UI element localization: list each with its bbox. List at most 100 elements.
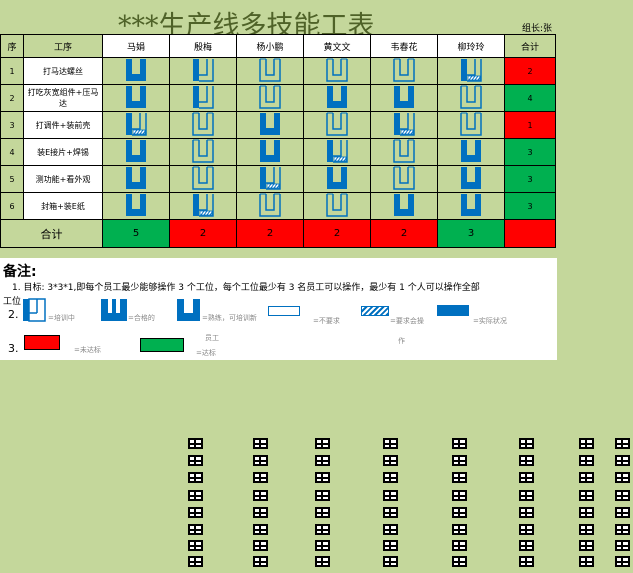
skill-cell [169,84,237,112]
placeholder-icon [579,507,594,518]
placeholder-icon [519,507,534,518]
skill-partial-icon [193,86,214,109]
placeholder-icon [383,524,398,535]
skill-cell [102,57,170,85]
placeholder-icon [188,455,203,466]
placeholder-icon [315,490,330,501]
required-icon [361,306,389,316]
skill-cell [169,57,237,85]
skill-full-icon [461,167,481,189]
table-row: 3 打调件+装前壳 1 [0,111,556,139]
skill-full-icon [394,194,414,216]
col-total: 合计 [504,34,556,58]
skill-outline-icon [259,85,281,109]
skill-cell [303,57,371,85]
process-name: 打马达螺丝 [23,57,103,85]
skill-cell [169,165,237,193]
skill-partial-hatch-icon [394,113,415,136]
skill-cell [370,192,438,220]
placeholder-icon [253,556,268,567]
placeholder-icon [188,438,203,449]
skill-cell [236,165,304,193]
placeholder-icon [188,524,203,535]
placeholder-icon [615,490,630,501]
row-no: 6 [0,192,24,220]
skill-full-icon [461,140,481,162]
worker-total: 5 [102,219,170,248]
table-row: 4 装E接片+焊锡 3 [0,138,556,166]
process-name: 封箱+装E纸 [23,192,103,220]
skill-partial-hatch-icon [327,140,348,163]
placeholder-icon [615,455,630,466]
col-worker: 杨小鹏 [236,34,304,58]
training-icon [23,298,46,322]
placeholder-icon [253,540,268,551]
process-name: 装E接片+焊锡 [23,138,103,166]
process-name: 打吃灰宽组件+压马达 [23,84,103,112]
skill-cell [102,192,170,220]
skill-cell [370,138,438,166]
col-worker: 韦春花 [370,34,438,58]
placeholder-icon [615,556,630,567]
placeholder-icon [579,524,594,535]
placeholder-icon [383,490,398,501]
placeholder-icon [519,472,534,483]
placeholder-icon [383,472,398,483]
col-worker: 殷梅 [169,34,237,58]
skill-cell [236,84,304,112]
skill-full-icon [126,140,146,162]
proficient-icon [177,299,200,321]
skill-cell [437,138,505,166]
skill-outline-icon [393,139,415,163]
skill-cell [437,192,505,220]
skill-outline-icon [326,112,348,136]
placeholder-icon [253,455,268,466]
placeholder-icon [315,455,330,466]
note-goal: 1. 目标: 3*3*1,即每个员工最少能够操作 3 个工位，每个工位最少有 3… [12,283,480,293]
placeholder-icon [315,524,330,535]
grand-total [504,219,556,248]
placeholder-icon [383,540,398,551]
placeholder-icon [615,438,630,449]
row-total: 3 [504,138,556,166]
col-worker: 马娟 [102,34,170,58]
placeholder-icon [452,524,467,535]
legend-proficient: =熟练，可培训新 [202,314,257,322]
skill-cell [303,165,371,193]
placeholder-icon [253,472,268,483]
skill-outline-icon [393,166,415,190]
skill-cell [236,192,304,220]
placeholder-icon [615,524,630,535]
placeholder-icon [452,455,467,466]
placeholder-icon [519,556,534,567]
skill-outline-icon [326,58,348,82]
skill-outline-icon [460,85,482,109]
skill-outline-icon [192,166,214,190]
skill-partial-hatch-icon [193,194,214,217]
placeholder-icon [519,455,534,466]
worker-total: 2 [169,219,237,248]
skill-full-icon [327,167,347,189]
placeholder-icon [452,490,467,501]
placeholder-icon [615,507,630,518]
legend-required-cont: 作 [398,337,405,345]
placeholder-icon [253,507,268,518]
skill-cell [370,165,438,193]
placeholder-icon [519,540,534,551]
placeholder-icon [315,507,330,518]
placeholder-icon [383,507,398,518]
skill-outline-icon [192,112,214,136]
placeholder-icon [315,556,330,567]
skill-cell [303,138,371,166]
legend-actual: =实际状况 [473,317,507,325]
skill-cell [102,111,170,139]
placeholder-icon [188,472,203,483]
worker-total: 2 [303,219,371,248]
legend-not-required: =不要求 [313,317,340,325]
placeholder-icon [315,438,330,449]
skill-outline-icon [259,193,281,217]
skill-cell [236,111,304,139]
placeholder-icon [315,472,330,483]
skill-matrix: 序 工序 马娟 殷梅 杨小鹏 黄文文 韦春花 柳玲玲 合计 1 打马达螺丝 2 2 打吃… [0,34,556,248]
placeholder-icon [519,438,534,449]
